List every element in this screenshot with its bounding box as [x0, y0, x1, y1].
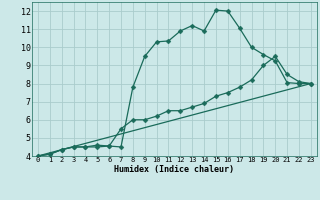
X-axis label: Humidex (Indice chaleur): Humidex (Indice chaleur) [115, 165, 234, 174]
